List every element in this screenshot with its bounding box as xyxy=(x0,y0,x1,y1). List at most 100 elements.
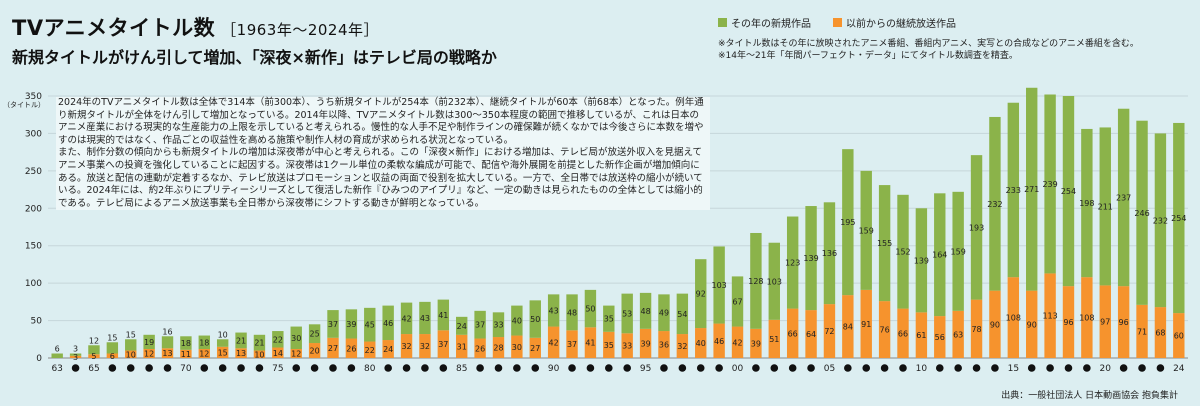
data-label-new: 19 xyxy=(144,338,154,347)
data-label-new: 41 xyxy=(438,311,448,320)
bar-new xyxy=(529,300,541,338)
bar-continuing xyxy=(1136,304,1148,358)
bar-continuing xyxy=(1026,290,1038,358)
data-label-continuing: 61 xyxy=(916,331,926,340)
data-label-continuing: 96 xyxy=(1063,318,1073,327)
x-tick-dot xyxy=(1138,364,1146,372)
data-label-new: 123 xyxy=(785,259,800,268)
bar-new xyxy=(786,216,799,309)
data-label-new: 21 xyxy=(254,339,264,348)
data-label-new: 12 xyxy=(89,336,99,345)
bar-continuing xyxy=(290,349,302,358)
bar-continuing xyxy=(1117,286,1130,358)
bar-new xyxy=(419,301,431,335)
data-label-continuing: 91 xyxy=(861,320,871,329)
chart-title: TVアニメタイトル数 ［1963年～2024年］ xyxy=(12,12,379,42)
x-tick-dot xyxy=(788,364,797,372)
legend-label-new: その年の新規作品 xyxy=(731,19,811,30)
data-label-new: 45 xyxy=(365,321,375,330)
data-label-continuing: 28 xyxy=(493,344,503,353)
data-label-new: 139 xyxy=(803,254,818,263)
bar-continuing xyxy=(161,348,174,358)
data-label-new: 232 xyxy=(987,200,1002,209)
x-tick-dot xyxy=(237,364,245,372)
data-label-continuing: 42 xyxy=(549,338,559,347)
bar-new xyxy=(695,259,707,329)
data-label-new: 35 xyxy=(604,315,614,324)
data-label-new: 10 xyxy=(218,330,228,339)
bar-continuing xyxy=(713,323,725,358)
bar-new xyxy=(750,232,762,329)
bar-new xyxy=(1099,127,1111,286)
bar-new xyxy=(88,345,100,355)
bar-new xyxy=(290,326,302,350)
data-label-new: 15 xyxy=(107,333,117,342)
bar-new xyxy=(1007,102,1020,278)
x-tick-dot xyxy=(494,364,503,372)
bar-continuing xyxy=(308,343,321,358)
y-axis-label: （タイトル） xyxy=(3,100,45,109)
x-tick-dot xyxy=(880,364,889,372)
bar-new xyxy=(382,305,394,341)
bar-new xyxy=(272,331,284,348)
y-tick-label: 350 xyxy=(25,92,42,102)
data-label-new: 21 xyxy=(236,336,246,345)
description-paragraph-1: 2024年のTVアニメタイトル数は全体で314本（前300本）、うち新規タイトル… xyxy=(58,97,704,146)
bar-new xyxy=(180,336,192,350)
data-label-continuing: 41 xyxy=(585,339,595,348)
x-tick-dot xyxy=(1156,364,1165,372)
data-label-continuing: 10 xyxy=(254,350,264,359)
bar-continuing xyxy=(88,354,100,358)
bar-continuing xyxy=(106,353,119,358)
note-1: ※タイトル数はその年に放映されたアニメ番組、番組内アニメ、実写との合成などのアニ… xyxy=(718,39,1139,49)
bar-new xyxy=(860,170,872,290)
data-label-continuing: 26 xyxy=(475,344,485,353)
bar-new xyxy=(658,294,670,332)
data-label-new: 239 xyxy=(1042,180,1057,189)
data-label-new: 152 xyxy=(895,248,910,257)
x-tick-dot xyxy=(844,364,852,372)
bar-continuing xyxy=(69,355,82,358)
bar-new xyxy=(584,289,597,328)
bar-new xyxy=(897,194,909,309)
bar-continuing xyxy=(364,341,376,358)
data-label-new: 211 xyxy=(1098,202,1113,211)
data-label-new: 155 xyxy=(877,239,892,248)
bar-new xyxy=(235,332,247,349)
bar-continuing xyxy=(621,333,633,358)
bar-new xyxy=(51,353,63,358)
bar-new xyxy=(547,294,560,327)
data-label-continuing: 71 xyxy=(1137,327,1147,336)
x-tick-dot xyxy=(200,364,209,372)
data-label-new: 232 xyxy=(1153,216,1168,225)
bar-new xyxy=(492,312,505,338)
x-tick-dot xyxy=(954,364,962,372)
data-label-continuing: 113 xyxy=(1042,312,1057,321)
chart-title-text: TVアニメタイトル数 xyxy=(12,16,216,40)
data-label-continuing: 12 xyxy=(199,350,209,359)
legend-item-new: その年の新規作品 xyxy=(718,15,811,30)
x-tick-dot xyxy=(310,364,319,372)
data-label-new: 50 xyxy=(530,315,540,324)
bar-new xyxy=(1173,122,1185,314)
x-tick-dot xyxy=(972,364,981,372)
bar-continuing xyxy=(915,312,928,358)
bar-new xyxy=(456,316,468,335)
data-label-continuing: 5 xyxy=(91,352,96,361)
bar-continuing xyxy=(272,347,284,358)
bar-continuing xyxy=(603,331,615,358)
bar-continuing xyxy=(934,316,946,358)
data-label-continuing: 36 xyxy=(659,341,669,350)
data-label-continuing: 97 xyxy=(1100,318,1110,327)
x-tick-label: 65 xyxy=(88,364,99,374)
bar-new xyxy=(842,149,854,296)
bar-continuing xyxy=(180,349,192,358)
x-tick-dot xyxy=(292,364,301,372)
data-label-continuing: 13 xyxy=(236,349,246,358)
bar-continuing xyxy=(805,310,817,358)
bar-continuing xyxy=(529,337,541,358)
bar-new xyxy=(474,310,486,339)
data-label-continuing: 108 xyxy=(1079,314,1094,323)
bar-continuing xyxy=(1081,277,1093,358)
bar-continuing xyxy=(492,337,505,358)
